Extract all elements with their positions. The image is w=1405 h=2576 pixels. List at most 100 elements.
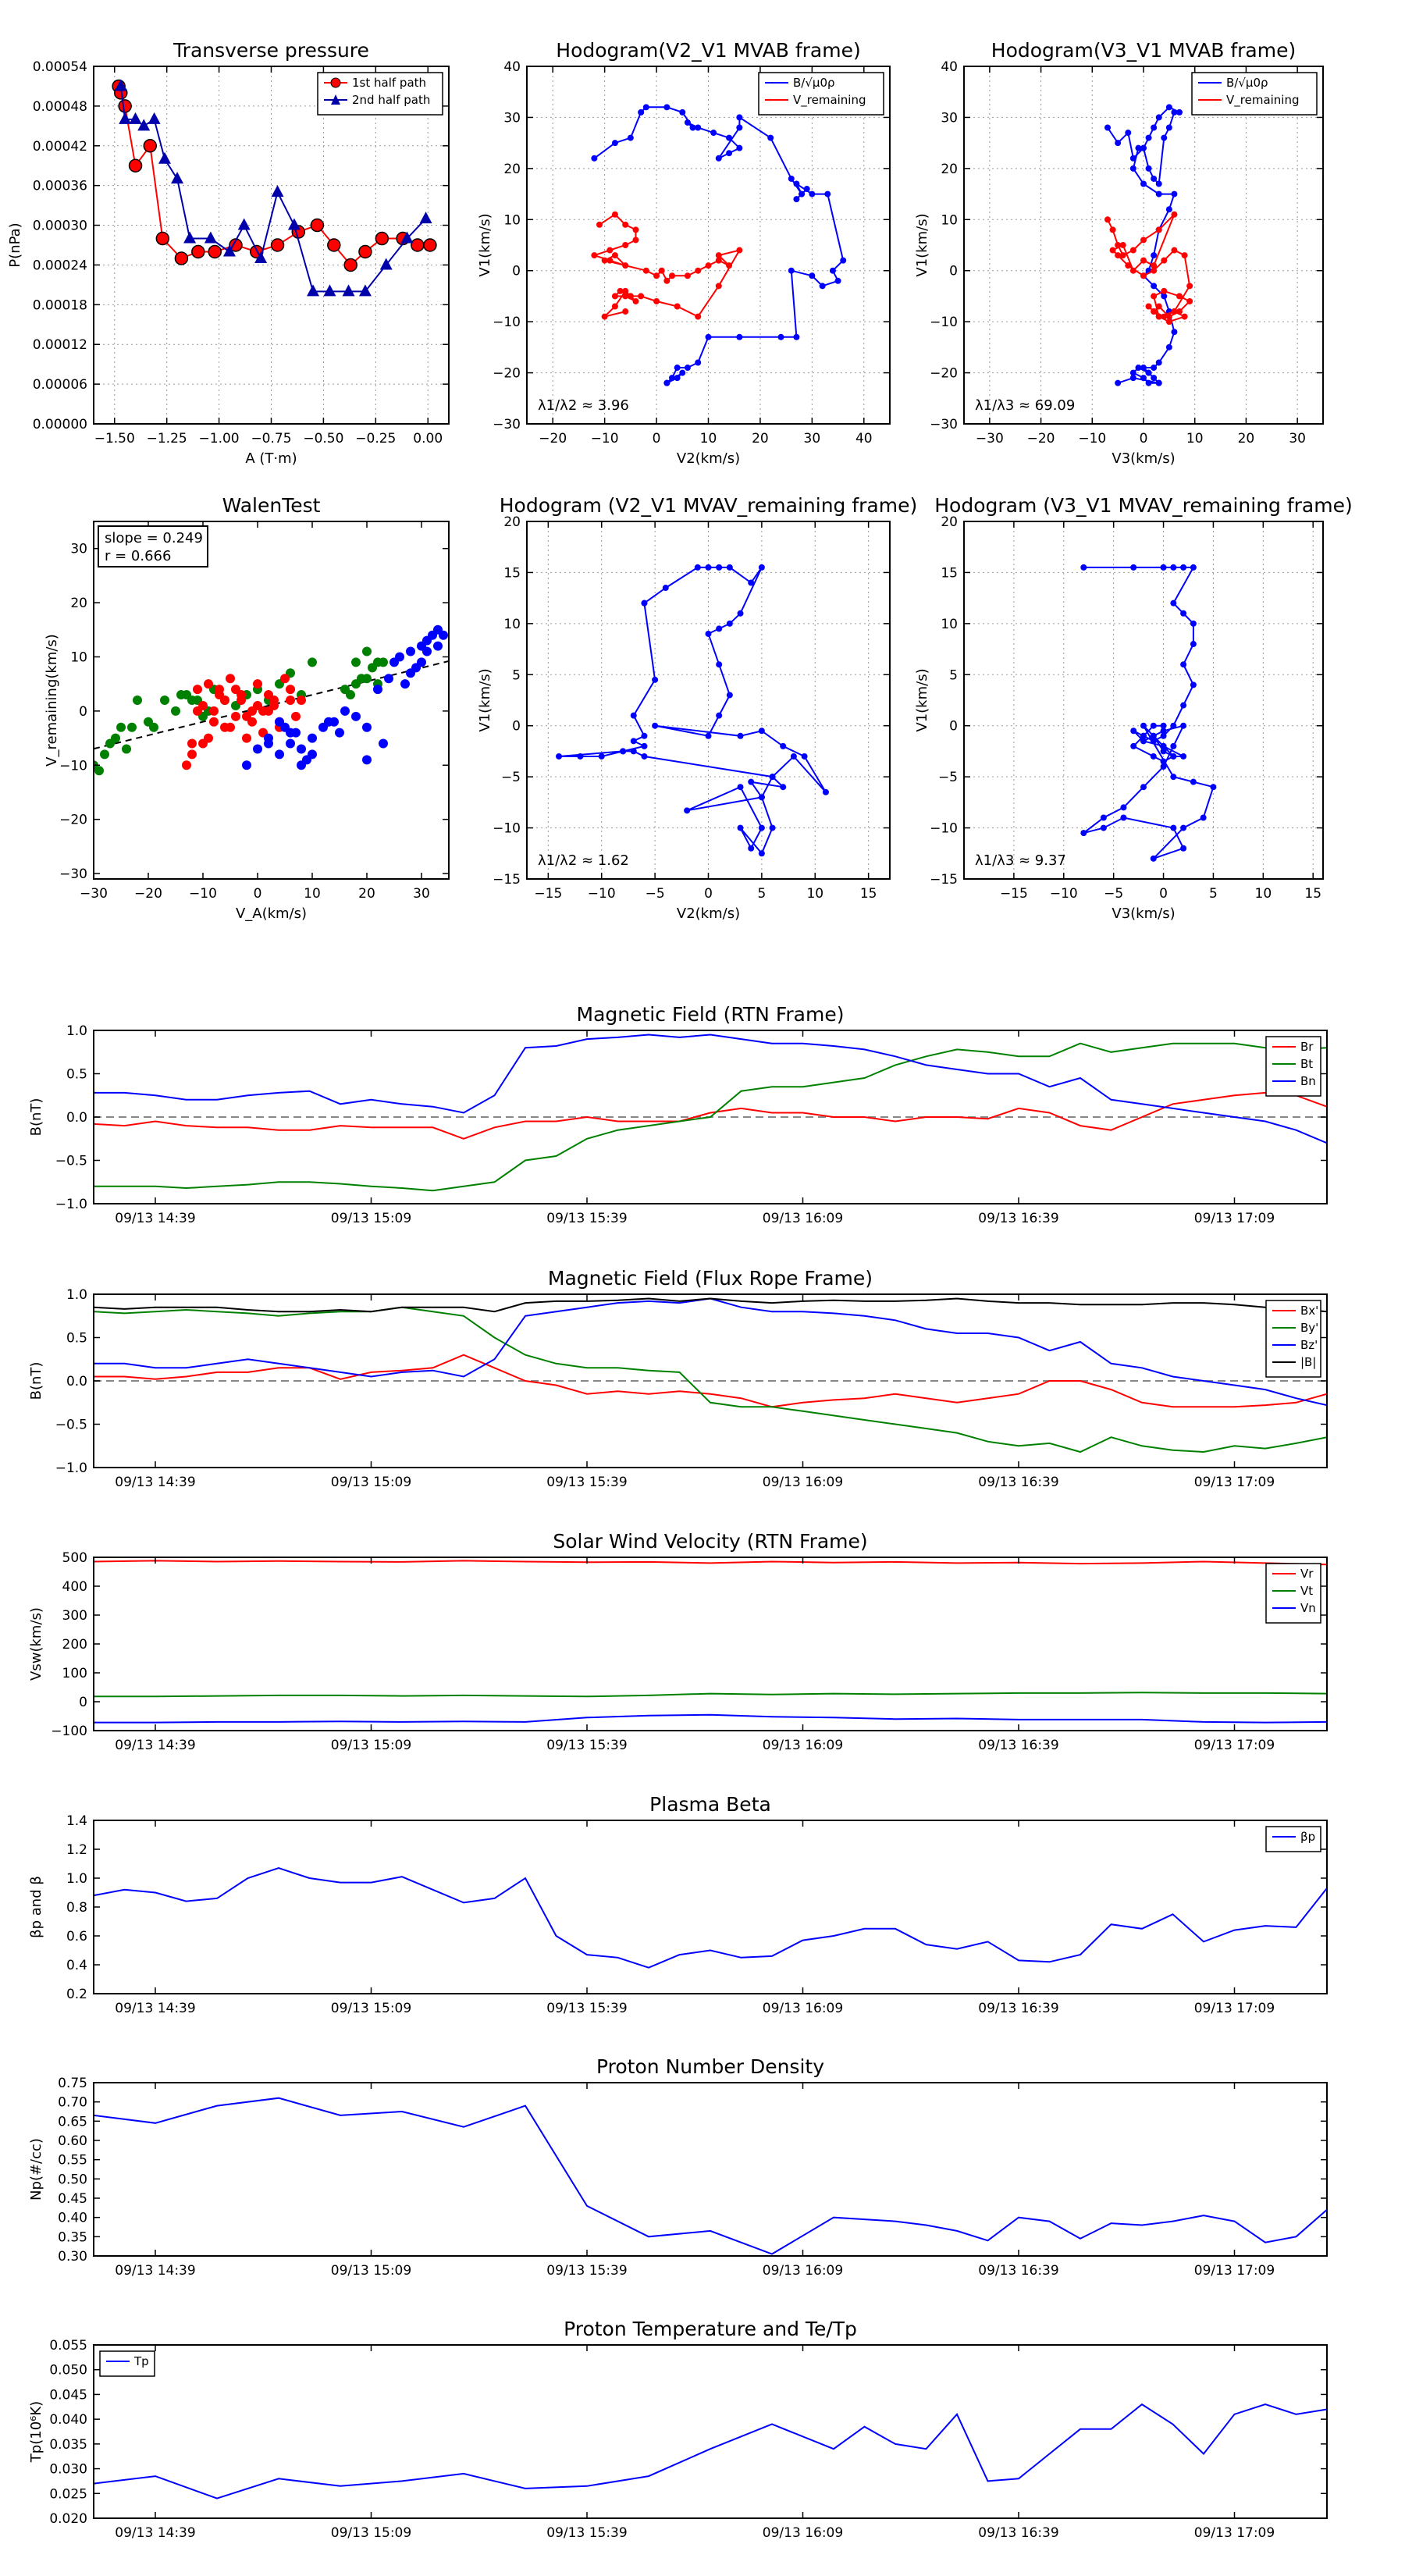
y-axis-label: B(nT) <box>28 1362 44 1400</box>
y-tick-label: 10 <box>941 617 958 632</box>
x-tick-label: −10 <box>189 886 217 902</box>
data-point <box>674 303 681 310</box>
x-tick-label: 09/13 16:39 <box>978 1738 1058 1753</box>
series-line-2 <box>94 1306 1327 1453</box>
data-point <box>1145 379 1152 386</box>
data-point <box>1109 247 1116 254</box>
y-tick-label: 30 <box>70 542 87 557</box>
scatter-point <box>258 706 268 716</box>
data-point <box>736 114 743 121</box>
scatter-point <box>149 722 158 732</box>
y-tick-label: 0.00042 <box>33 139 87 155</box>
legend-label: Bt <box>1300 1057 1313 1071</box>
data-point <box>715 252 722 259</box>
x-tick-label: 10 <box>304 886 321 902</box>
data-point <box>658 267 665 274</box>
data-point <box>1150 738 1157 745</box>
x-tick-label: −10 <box>1050 886 1078 902</box>
legend-box <box>1265 1826 1321 1852</box>
y-tick-label: 20 <box>503 162 521 177</box>
data-point <box>748 579 755 586</box>
x-tick-label: 10 <box>806 886 823 902</box>
data-point <box>1155 303 1162 310</box>
legend-box <box>1265 1300 1321 1378</box>
x-tick-label: 30 <box>1289 431 1306 447</box>
data-point <box>622 221 629 228</box>
data-point <box>1165 313 1172 320</box>
series-line-1 <box>558 566 827 856</box>
x-tick-label: 09/13 16:09 <box>763 1738 843 1753</box>
y-tick-label: −20 <box>59 813 87 828</box>
scatter-point <box>193 706 202 716</box>
scatter-point <box>231 711 240 721</box>
data-point <box>726 564 733 571</box>
y-axis-label: V1(km/s) <box>914 213 930 276</box>
data-point <box>1135 365 1142 372</box>
data-point <box>638 109 645 116</box>
scatter-point <box>379 657 388 667</box>
data-point <box>1170 753 1177 760</box>
y-tick-label: 40 <box>941 59 958 75</box>
data-point <box>641 600 648 607</box>
scatter-point <box>209 717 219 727</box>
y-tick-label: 0.0 <box>66 1110 87 1126</box>
data-point <box>1190 620 1197 627</box>
data-point <box>158 151 171 164</box>
data-point <box>758 728 765 735</box>
series-group <box>94 1560 1327 1724</box>
scatter-point <box>384 674 393 684</box>
x-tick-label: 20 <box>1238 431 1255 447</box>
data-point <box>684 119 691 126</box>
scatter-point <box>242 733 251 743</box>
series-line-3 <box>94 1713 1327 1724</box>
data-point <box>1160 748 1167 755</box>
y-tick-label: 0.55 <box>58 2153 87 2169</box>
data-point <box>601 257 608 264</box>
data-point <box>611 211 618 218</box>
x-tick-label: 09/13 17:09 <box>1194 1738 1275 1753</box>
data-point <box>606 257 614 264</box>
data-point <box>204 231 217 244</box>
y-tick-label: 10 <box>941 212 958 228</box>
x-tick-label: 10 <box>700 431 717 447</box>
data-point <box>1161 287 1168 294</box>
data-point <box>799 190 806 197</box>
data-point <box>1160 564 1167 571</box>
y-tick-label: 0.8 <box>66 1900 87 1916</box>
data-point <box>1180 661 1187 668</box>
legend: 1st half path 2nd half path <box>317 72 443 116</box>
y-tick-label: 1.4 <box>66 1813 87 1829</box>
data-point <box>1160 758 1167 765</box>
data-point <box>1161 293 1168 300</box>
data-point <box>715 257 722 264</box>
data-point <box>642 267 649 274</box>
data-point <box>171 172 184 184</box>
scatter-point <box>226 722 235 732</box>
data-point <box>358 284 372 297</box>
x-tick-label: 0 <box>1140 431 1148 447</box>
data-point <box>715 283 722 290</box>
data-point <box>758 794 765 801</box>
data-point <box>710 130 717 137</box>
data-point <box>1151 308 1158 315</box>
scatter-point <box>362 722 372 732</box>
data-point <box>627 134 634 141</box>
x-tick-label: −20 <box>1027 431 1055 447</box>
data-point <box>715 155 722 162</box>
data-point <box>1120 814 1127 821</box>
data-point <box>1170 742 1177 749</box>
x-tick-label: −30 <box>80 886 108 902</box>
x-tick-label: −0.50 <box>303 431 343 447</box>
plot-frame <box>93 1820 1328 1994</box>
plot-frame <box>93 521 450 880</box>
x-tick-label: 09/13 15:39 <box>546 2263 627 2279</box>
x-tick-label: 0 <box>1159 886 1168 902</box>
scatter-point <box>187 738 197 749</box>
y-tick-label: −15 <box>493 872 521 888</box>
data-point <box>769 824 776 831</box>
y-tick-label: 0.020 <box>49 2511 87 2527</box>
data-point <box>793 196 800 203</box>
data-point <box>577 753 584 760</box>
y-tick-label: 0.2 <box>66 1987 87 2002</box>
